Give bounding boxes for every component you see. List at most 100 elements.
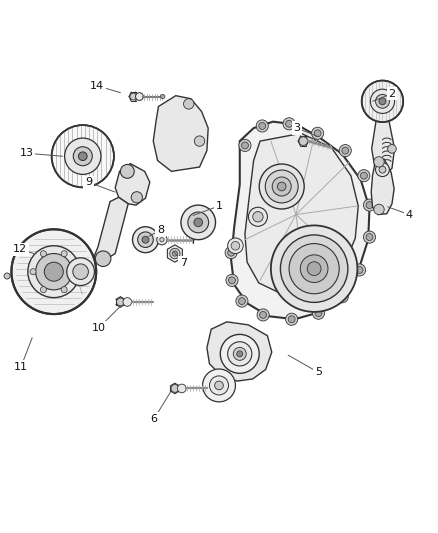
Circle shape (311, 127, 324, 139)
Circle shape (228, 342, 252, 366)
Text: 3: 3 (293, 123, 300, 133)
Circle shape (374, 157, 384, 167)
Polygon shape (115, 164, 150, 205)
Circle shape (28, 246, 80, 297)
Circle shape (95, 251, 111, 266)
Circle shape (61, 287, 67, 293)
Text: 8: 8 (157, 225, 164, 235)
Polygon shape (207, 322, 272, 381)
Circle shape (272, 177, 291, 196)
Circle shape (133, 227, 159, 253)
Circle shape (260, 311, 267, 318)
Circle shape (336, 290, 348, 303)
Circle shape (299, 137, 307, 146)
Circle shape (73, 147, 92, 166)
Circle shape (362, 80, 403, 122)
Circle shape (364, 231, 375, 243)
Circle shape (366, 201, 373, 208)
Circle shape (209, 376, 229, 395)
Polygon shape (231, 122, 370, 319)
Circle shape (160, 238, 164, 242)
Circle shape (131, 192, 142, 203)
Text: 12: 12 (13, 244, 27, 254)
Circle shape (172, 251, 177, 256)
Text: 10: 10 (92, 323, 106, 333)
Circle shape (117, 298, 124, 306)
Circle shape (4, 273, 10, 279)
Circle shape (371, 89, 395, 114)
Polygon shape (153, 96, 208, 172)
Circle shape (44, 262, 64, 281)
Circle shape (202, 369, 236, 402)
Circle shape (314, 130, 321, 137)
Circle shape (130, 93, 137, 100)
Circle shape (215, 381, 223, 390)
Circle shape (375, 94, 389, 108)
Polygon shape (245, 133, 358, 293)
Circle shape (135, 93, 143, 100)
Circle shape (228, 238, 243, 254)
Circle shape (233, 348, 246, 360)
Circle shape (248, 207, 268, 227)
Text: 13: 13 (20, 148, 34, 158)
Circle shape (256, 120, 268, 132)
Circle shape (188, 212, 208, 233)
Polygon shape (371, 159, 394, 215)
Circle shape (170, 248, 180, 259)
Polygon shape (372, 119, 395, 174)
Circle shape (286, 313, 298, 325)
Circle shape (30, 269, 36, 274)
Circle shape (67, 258, 95, 286)
Circle shape (286, 120, 293, 127)
Circle shape (315, 310, 322, 317)
Circle shape (228, 249, 235, 256)
Circle shape (238, 297, 245, 304)
Circle shape (194, 218, 202, 227)
Circle shape (71, 269, 78, 274)
Circle shape (52, 125, 114, 188)
Circle shape (181, 205, 215, 240)
Circle shape (40, 251, 46, 257)
Text: 14: 14 (90, 80, 104, 91)
Circle shape (342, 147, 349, 154)
Circle shape (73, 264, 88, 279)
Circle shape (288, 316, 295, 322)
Circle shape (388, 144, 396, 153)
Circle shape (241, 142, 248, 149)
Circle shape (283, 118, 295, 130)
Circle shape (312, 307, 325, 319)
Circle shape (78, 152, 87, 160)
Circle shape (259, 164, 304, 209)
Circle shape (225, 247, 237, 259)
Circle shape (237, 351, 243, 357)
Text: 11: 11 (14, 362, 28, 372)
Circle shape (265, 170, 298, 203)
Circle shape (289, 244, 339, 294)
Circle shape (356, 266, 363, 273)
Text: 5: 5 (315, 367, 322, 377)
Circle shape (40, 287, 46, 293)
Text: 4: 4 (406, 209, 413, 220)
Circle shape (220, 334, 259, 373)
Circle shape (236, 295, 248, 307)
Circle shape (374, 204, 384, 215)
Circle shape (280, 235, 348, 302)
Circle shape (307, 262, 321, 276)
Circle shape (229, 277, 236, 284)
Circle shape (339, 293, 346, 300)
Circle shape (177, 384, 186, 393)
Circle shape (157, 235, 167, 245)
Circle shape (171, 384, 179, 392)
Circle shape (11, 229, 96, 314)
Circle shape (61, 251, 67, 257)
Text: 9: 9 (85, 177, 92, 187)
Circle shape (360, 172, 367, 179)
Text: 1: 1 (215, 201, 223, 211)
Circle shape (123, 297, 132, 306)
Circle shape (300, 255, 328, 282)
Text: 7: 7 (180, 258, 187, 268)
Circle shape (120, 165, 134, 178)
Text: 2: 2 (389, 88, 396, 99)
Circle shape (379, 166, 386, 173)
Circle shape (271, 225, 357, 312)
